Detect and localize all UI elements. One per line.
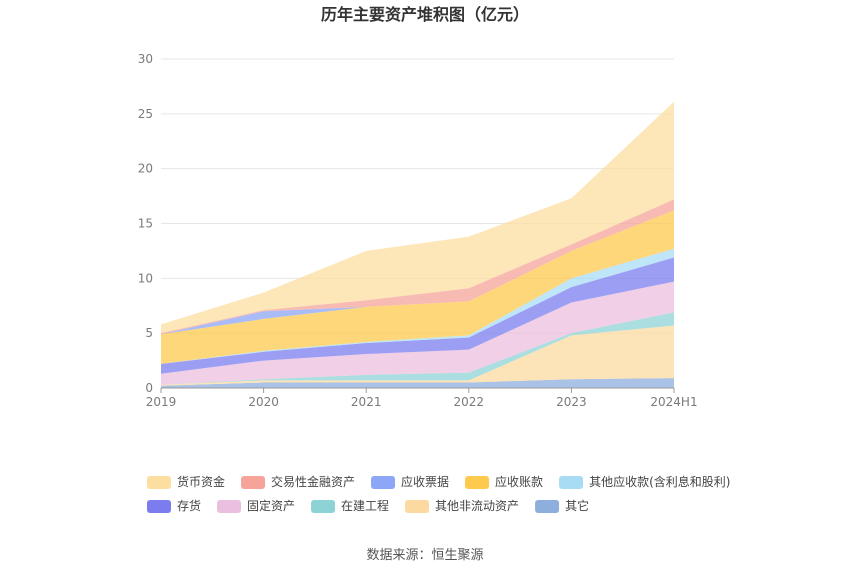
y-tick-label: 20 (138, 162, 153, 176)
chart-title: 历年主要资产堆积图（亿元） (321, 5, 529, 24)
x-tick-label: 2024H1 (650, 395, 697, 409)
legend-swatch (371, 476, 396, 489)
legend-item[interactable]: 固定资产 (217, 498, 295, 513)
x-tick-label: 2019 (146, 395, 177, 409)
area-series-0 (161, 378, 674, 388)
legend-item[interactable]: 其他非流动资产 (405, 499, 519, 513)
legend-item[interactable]: 其它 (535, 498, 589, 513)
y-tick-label: 5 (145, 326, 153, 340)
y-tick-label: 15 (138, 217, 153, 231)
legend-item[interactable]: 存货 (147, 498, 201, 513)
legend-label: 在建工程 (341, 498, 389, 513)
legend-swatch (559, 476, 584, 489)
legend-swatch (217, 500, 242, 513)
legend-label: 应收票据 (401, 474, 449, 489)
legend-swatch (241, 476, 266, 489)
x-tick-label: 2021 (351, 395, 382, 409)
axes: 0 5 10 15 20 25 30 2019 2020 2021 2022 2023 2024H1 (138, 52, 698, 409)
legend-item[interactable]: 在建工程 (311, 498, 389, 513)
y-tick-label: 10 (138, 271, 153, 285)
area-series-3 (161, 281, 674, 385)
legend-label: 交易性金融资产 (271, 474, 355, 489)
legend-swatch (311, 500, 336, 513)
area-series-4 (161, 257, 674, 374)
legend-label: 其它 (565, 498, 589, 513)
legend-item[interactable]: 交易性金融资产 (241, 474, 355, 489)
area-series-9 (161, 101, 674, 334)
y-tick-label: 30 (138, 52, 153, 66)
data-source: 数据来源：恒生聚源 (366, 548, 483, 563)
y-tick-label: 0 (145, 381, 153, 395)
legend-item[interactable]: 应收账款 (465, 474, 543, 489)
legend-swatch (147, 500, 171, 513)
legend-label: 固定资产 (247, 498, 295, 513)
legend-swatch (535, 500, 560, 513)
legend-swatch (405, 500, 430, 513)
legend-swatch (147, 476, 171, 489)
legend-label: 其他非流动资产 (435, 499, 519, 513)
legend-label: 存货 (177, 498, 201, 513)
legend-label: 其他应收款(含利息和股利) (589, 474, 730, 489)
x-tick-label: 2020 (248, 395, 279, 409)
legend-item[interactable]: 应收票据 (371, 474, 449, 489)
legend-label: 应收账款 (495, 474, 543, 489)
x-tick-label: 2023 (556, 395, 587, 409)
x-tick-label: 2022 (454, 395, 485, 409)
area-series-6 (161, 210, 674, 364)
legend-label: 货币资金 (177, 474, 225, 489)
legend-item[interactable]: 货币资金 (147, 474, 225, 489)
legend-swatch (465, 476, 490, 489)
legend-item[interactable]: 其他应收款(含利息和股利) (559, 474, 730, 489)
y-tick-label: 25 (138, 107, 153, 121)
area-series (161, 101, 674, 388)
legend: 货币资金 交易性金融资产 应收票据 应收账款 其他应收款(含利息和股利) 存货 固定资产 在建… (147, 474, 730, 513)
area-series-1 (161, 325, 674, 386)
